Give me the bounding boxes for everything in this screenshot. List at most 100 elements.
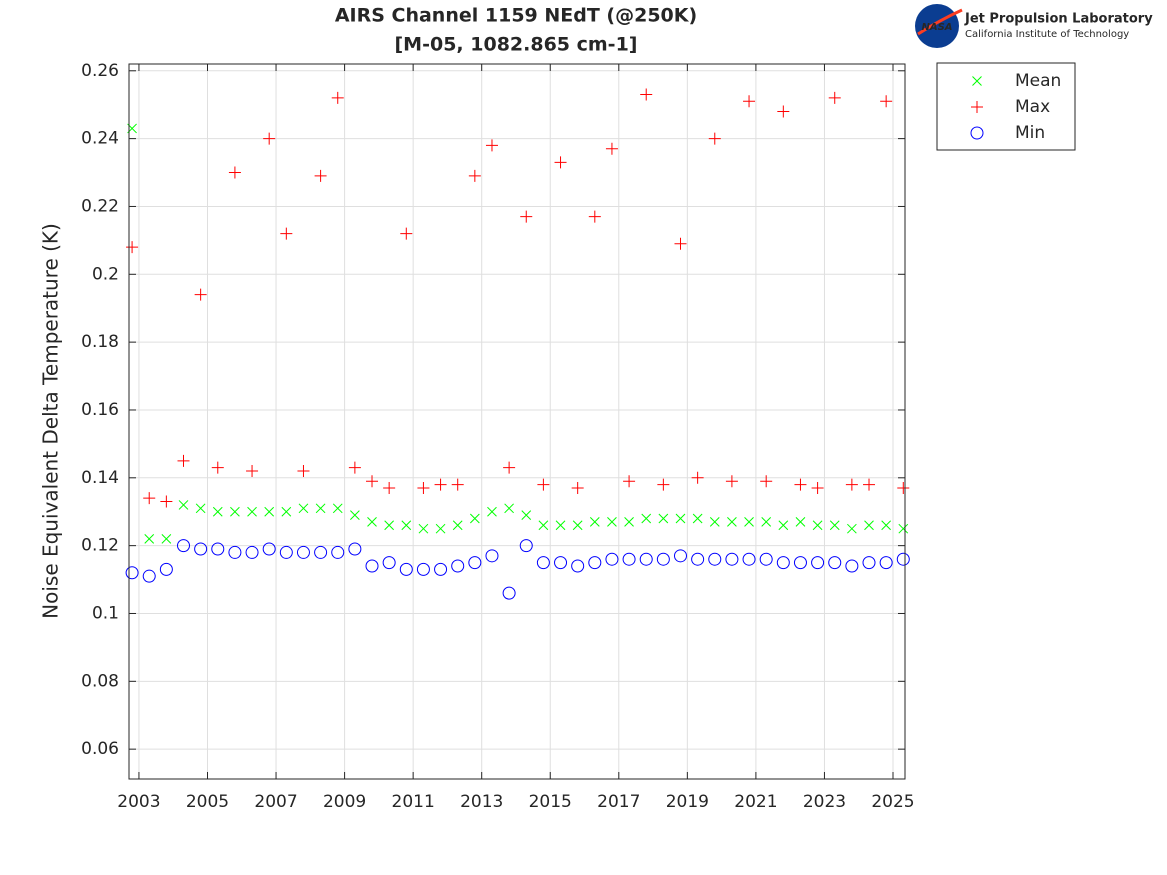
series [125,539,910,600]
data-point [176,539,190,553]
x-tick-label: 2013 [460,792,503,812]
x-tick-label: 2011 [392,792,435,812]
data-point [778,520,789,531]
data-point [554,556,568,570]
y-tick-label: 0.2 [92,264,119,284]
data-point [675,513,686,524]
data-point [246,465,259,478]
logo-name: Jet Propulsion Laboratory [964,12,1153,27]
data-point [864,520,874,531]
data-point [468,556,482,570]
data-point [847,523,857,534]
axes-box [128,63,906,780]
data-point [845,478,858,491]
data-point [571,559,585,573]
data-point [744,517,754,527]
data-point [297,465,310,478]
y-tick-label: 0.16 [81,400,119,420]
y-tick-label: 0.14 [81,468,119,488]
data-point [279,545,293,559]
data-point [571,481,584,494]
data-point [793,556,807,570]
data-point [211,542,225,556]
data-point [468,169,481,182]
data-point [589,517,600,527]
data-point [725,552,739,566]
legend: Mean Max Min [936,62,1076,151]
data-point [264,506,275,517]
data-point [607,517,617,527]
data-point [795,517,806,527]
x-tick-label: 2005 [186,792,229,812]
y-axis-label: Noise Equivalent Delta Temperature (K) [39,223,63,619]
x-tick-label: 2015 [529,792,572,812]
data-point [520,210,533,223]
data-point [331,545,345,559]
data-point [504,503,514,514]
data-point [435,523,446,534]
data-point [879,556,893,570]
data-point [691,552,705,566]
data-point [416,562,430,576]
y-tick-label: 0.1 [92,603,119,623]
data-point [434,562,448,576]
data-point [159,562,173,576]
data-point [366,475,379,488]
y-tick-label: 0.12 [81,536,119,556]
data-point [881,520,892,531]
data-point [760,475,773,488]
data-point [367,517,377,527]
data-point [194,542,208,556]
legend-box [936,62,1076,151]
data-point [228,166,241,179]
data-point [624,517,634,527]
data-point [469,513,480,524]
legend-label: Min [1015,123,1045,143]
data-point [828,91,841,104]
data-point [417,481,430,494]
data-point [641,513,652,524]
data-point [812,520,823,531]
data-point [212,506,223,517]
data-point [521,510,532,520]
data-point [794,478,807,491]
data-point [708,132,721,145]
data-point [502,586,516,600]
data-point [194,288,207,301]
data-point [658,513,669,524]
data-point [863,478,876,491]
data-point [691,471,704,484]
data-point [383,481,396,494]
data-point [178,500,189,510]
data-point [125,566,139,580]
data-point [674,237,687,250]
data-point [554,156,567,169]
data-point [537,478,550,491]
data-point [161,534,172,544]
data-point [811,556,825,570]
data-point [657,478,670,491]
data-point [519,539,533,553]
x-tick-label: 2003 [117,792,160,812]
data-point [656,552,670,566]
data-point [314,545,328,559]
data-point [829,520,840,531]
legend-label: Max [1015,97,1050,117]
data-point [399,562,413,576]
data-point [263,132,276,145]
y-tick-label: 0.22 [81,196,119,216]
data-point [418,523,429,534]
data-point [230,506,240,517]
data-point [555,520,566,531]
data-point [896,552,910,566]
data-point [588,210,601,223]
data-point [452,520,463,531]
logo-swoosh [917,8,963,36]
data-point [126,241,139,254]
data-point [727,517,737,527]
data-point [673,549,687,563]
data-point [365,559,379,573]
data-point [725,475,738,488]
legend-marker [972,76,982,86]
data-point [709,517,720,527]
